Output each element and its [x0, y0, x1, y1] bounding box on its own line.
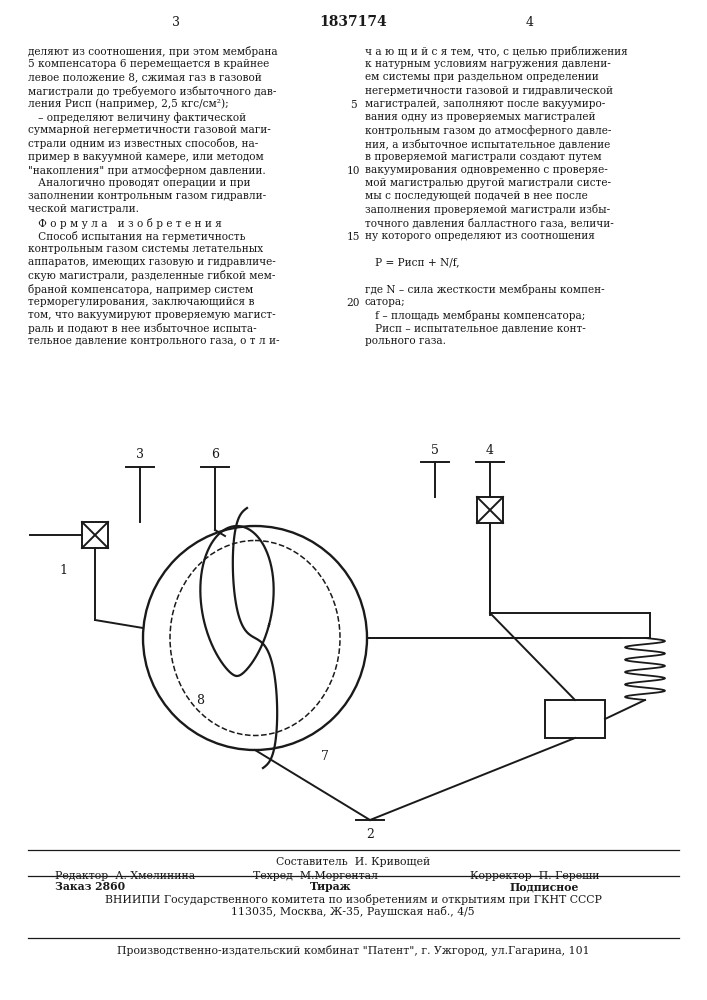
Text: 3: 3	[136, 448, 144, 462]
Text: 1: 1	[59, 564, 67, 576]
Text: к натурным условиям нагружения давлени-: к натурным условиям нагружения давлени-	[365, 59, 611, 69]
Text: сатора;: сатора;	[365, 297, 406, 307]
Text: том, что вакуумируют проверяемую магист-: том, что вакуумируют проверяемую магист-	[28, 310, 276, 320]
Text: заполнении контрольным газом гидравли-: заполнении контрольным газом гидравли-	[28, 191, 266, 201]
Text: ну которого определяют из соотношения: ну которого определяют из соотношения	[365, 231, 595, 241]
Text: скую магистрали, разделенные гибкой мем-: скую магистрали, разделенные гибкой мем-	[28, 270, 275, 281]
Text: браной компенсатора, например систем: браной компенсатора, например систем	[28, 284, 253, 295]
Text: мы с последующей подачей в нее после: мы с последующей подачей в нее после	[365, 191, 588, 201]
Text: 5: 5	[431, 444, 439, 456]
Text: левое положение 8, сжимая газ в газовой: левое положение 8, сжимая газ в газовой	[28, 72, 262, 82]
Text: ческой магистрали.: ческой магистрали.	[28, 204, 139, 214]
Text: f – площадь мембраны компенсатора;: f – площадь мембраны компенсатора;	[365, 310, 585, 321]
Bar	[545, 700, 605, 738]
Text: "накопления" при атмосферном давлении.: "накопления" при атмосферном давлении.	[28, 165, 266, 176]
Text: страли одним из известных способов, на-: страли одним из известных способов, на-	[28, 138, 258, 149]
Text: магистрали до требуемого избыточного дав-: магистрали до требуемого избыточного дав…	[28, 86, 276, 97]
Text: заполнения проверяемой магистрали избы-: заполнения проверяемой магистрали избы-	[365, 204, 610, 215]
Text: вакуумирования одновременно с проверяе-: вакуумирования одновременно с проверяе-	[365, 165, 608, 175]
Text: контрольным газом до атмосферного давле-: контрольным газом до атмосферного давле-	[365, 125, 612, 136]
Text: Тираж: Тираж	[310, 881, 351, 892]
Text: где N – сила жесткости мембраны компен-: где N – сила жесткости мембраны компен-	[365, 284, 604, 295]
Text: мой магистралью другой магистрали систе-: мой магистралью другой магистрали систе-	[365, 178, 611, 188]
Text: 5 компенсатора 6 перемещается в крайнее: 5 компенсатора 6 перемещается в крайнее	[28, 59, 269, 69]
Text: ем системы при раздельном определении: ем системы при раздельном определении	[365, 72, 599, 82]
Text: раль и подают в нее избыточное испыта-: раль и подают в нее избыточное испыта-	[28, 323, 257, 334]
Text: Аналогично проводят операции и при: Аналогично проводят операции и при	[28, 178, 250, 188]
Text: вания одну из проверяемых магистралей: вания одну из проверяемых магистралей	[365, 112, 595, 122]
Text: контрольным газом системы летательных: контрольным газом системы летательных	[28, 244, 263, 254]
Bar	[477, 497, 503, 523]
Text: 4: 4	[486, 444, 494, 456]
Text: деляют из соотношения, при этом мембрана: деляют из соотношения, при этом мембрана	[28, 46, 278, 57]
Text: пример в вакуумной камере, или методом: пример в вакуумной камере, или методом	[28, 152, 264, 162]
Text: Корректор  П. Гереши: Корректор П. Гереши	[470, 871, 600, 881]
Bar	[82, 522, 108, 548]
Text: Ф о р м у л а   и з о б р е т е н и я: Ф о р м у л а и з о б р е т е н и я	[28, 218, 222, 229]
Text: 6: 6	[211, 448, 219, 462]
Text: тельное давление контрольного газа, о т л и-: тельное давление контрольного газа, о т …	[28, 336, 279, 346]
Text: 113035, Москва, Ж-35, Раушская наб., 4/5: 113035, Москва, Ж-35, Раушская наб., 4/5	[231, 906, 475, 917]
Text: Подписное: Подписное	[510, 881, 579, 892]
Text: точного давления балластного газа, величи-: точного давления балластного газа, велич…	[365, 218, 614, 228]
Text: Составитель  И. Кривощей: Составитель И. Кривощей	[276, 857, 430, 867]
Text: в проверяемой магистрали создают путем: в проверяемой магистрали создают путем	[365, 152, 602, 162]
Text: – определяют величину фактической: – определяют величину фактической	[28, 112, 246, 123]
Text: Заказ 2860: Заказ 2860	[55, 881, 125, 892]
Text: рольного газа.: рольного газа.	[365, 336, 446, 346]
Text: 2: 2	[366, 828, 374, 840]
Text: ВНИИПИ Государственного комитета по изобретениям и открытиям при ГКНТ СССР: ВНИИПИ Государственного комитета по изоб…	[105, 894, 602, 905]
Text: Рисп – испытательное давление конт-: Рисп – испытательное давление конт-	[365, 323, 586, 333]
Text: Редактор  А. Хмелинина: Редактор А. Хмелинина	[55, 871, 195, 881]
Text: P = Рисп + N/f,: P = Рисп + N/f,	[365, 257, 460, 267]
Text: 8: 8	[196, 694, 204, 706]
Text: суммарной негерметичности газовой маги-: суммарной негерметичности газовой маги-	[28, 125, 271, 135]
Text: терморегулирования, заключающийся в: терморегулирования, заключающийся в	[28, 297, 255, 307]
Text: 7: 7	[321, 750, 329, 762]
Text: Способ испытания на герметичность: Способ испытания на герметичность	[28, 231, 245, 242]
Text: 5: 5	[350, 100, 356, 110]
Text: 4: 4	[526, 15, 534, 28]
Text: Техред  М.Моргентал: Техред М.Моргентал	[253, 871, 378, 881]
Text: ления Рисп (например, 2,5 кгс/см²);: ления Рисп (например, 2,5 кгс/см²);	[28, 99, 228, 109]
Text: негерметичности газовой и гидравлической: негерметичности газовой и гидравлической	[365, 86, 613, 96]
Text: ч а ю щ и й с я тем, что, с целью приближения: ч а ю щ и й с я тем, что, с целью прибли…	[365, 46, 628, 57]
Text: Производственно-издательский комбинат "Патент", г. Ужгород, ул.Гагарина, 101: Производственно-издательский комбинат "П…	[117, 945, 590, 956]
Text: 1837174: 1837174	[319, 15, 387, 29]
Text: магистралей, заполняют после вакуумиро-: магистралей, заполняют после вакуумиро-	[365, 99, 605, 109]
Text: аппаратов, имеющих газовую и гидравличе-: аппаратов, имеющих газовую и гидравличе-	[28, 257, 276, 267]
Text: ния, а избыточное испытательное давление: ния, а избыточное испытательное давление	[365, 138, 610, 149]
Text: 3: 3	[172, 15, 180, 28]
Text: 15: 15	[346, 232, 360, 242]
Text: 10: 10	[346, 166, 360, 176]
Text: 20: 20	[346, 298, 360, 308]
